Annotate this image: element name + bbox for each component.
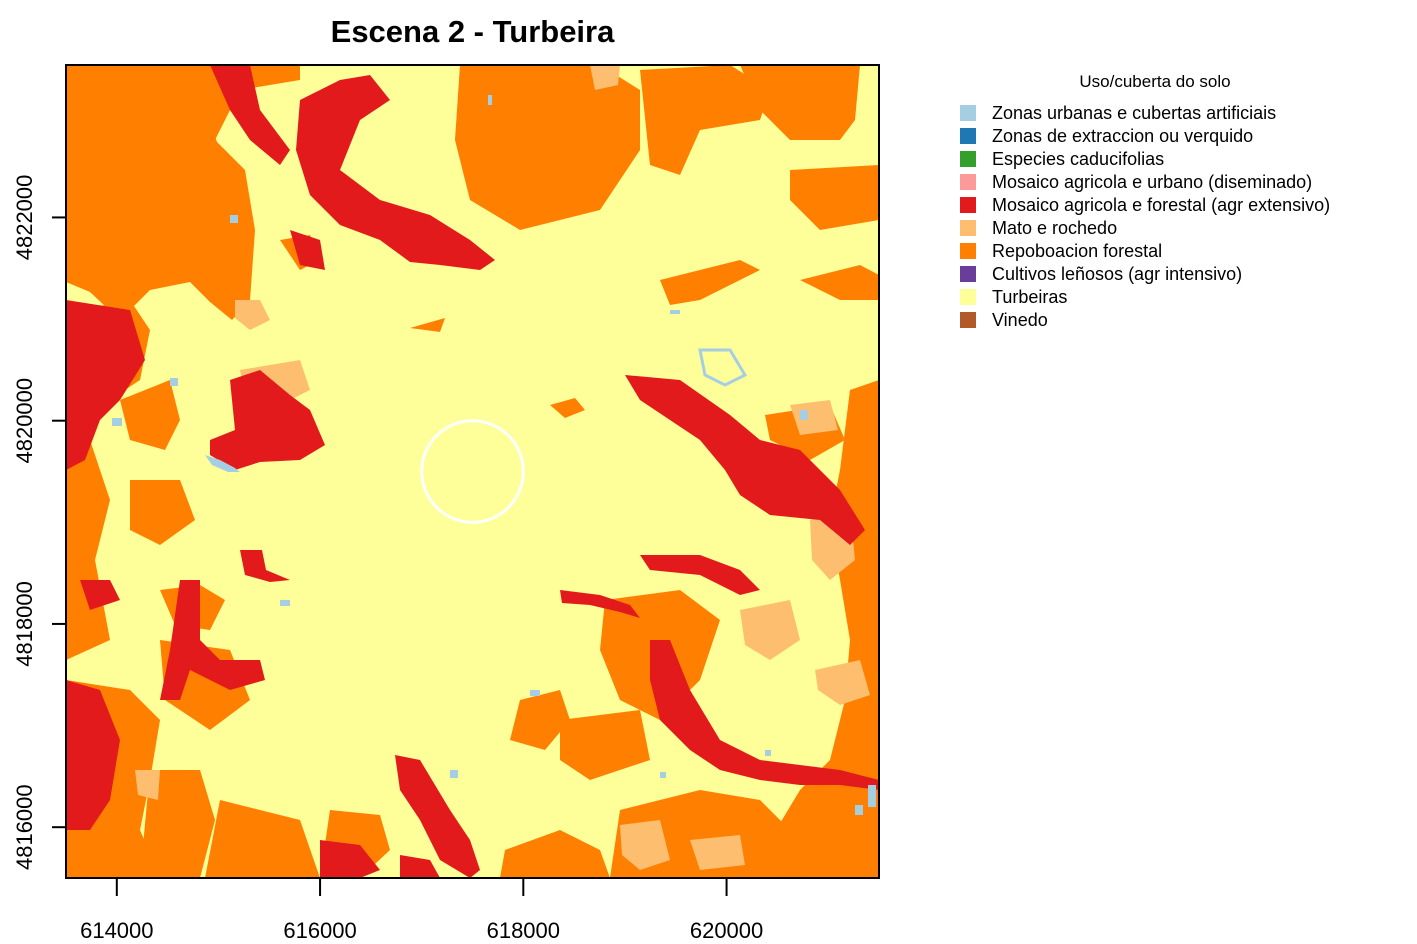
legend-swatch [960, 197, 976, 213]
target-circle-marker [420, 419, 525, 524]
y-tick-label: 4816000 [12, 784, 37, 870]
map-title: Escena 2 - Turbeira [330, 14, 615, 49]
y-tick-label: 4818000 [12, 581, 37, 667]
y-axis: 4816000 4818000 4820000 4822000 [12, 175, 66, 870]
legend-swatch [960, 128, 976, 144]
legend-label: Mosaico agricola e urbano (diseminado) [992, 171, 1313, 192]
legend-swatch [960, 312, 976, 328]
legend-title: Uso/cuberta do solo [1079, 72, 1231, 91]
legend-label: Zonas de extraccion ou verquido [992, 125, 1254, 146]
mosaico-agricola-forestal-areas [66, 65, 879, 878]
x-tick-label: 620000 [690, 918, 763, 943]
legend-label: Cultivos leñosos (agr intensivo) [992, 263, 1243, 284]
legend-label: Mosaico agricola e forestal (agr extensi… [992, 194, 1331, 215]
legend-swatch [960, 174, 976, 190]
legend-label: Vinedo [992, 309, 1048, 330]
legend-swatch [960, 220, 976, 236]
legend-item: Especies caducifolias [960, 149, 1164, 169]
legend-label: Zonas urbanas e cubertas artificiais [992, 102, 1277, 123]
legend-label: Especies caducifolias [992, 148, 1165, 169]
y-tick-label: 4822000 [12, 175, 37, 261]
legend-swatch [960, 289, 976, 305]
legend-item: Vinedo [960, 310, 1048, 330]
legend-label: Turbeiras [992, 286, 1068, 307]
legend-swatch [960, 266, 976, 282]
legend-swatch [960, 151, 976, 167]
y-tick-label: 4820000 [12, 378, 37, 464]
plot-frame [65, 64, 880, 879]
x-tick-label: 616000 [283, 918, 356, 943]
legend-label: Mato e rochedo [992, 217, 1118, 238]
legend-swatch [960, 243, 976, 259]
legend-item: Turbeiras [960, 287, 1067, 307]
x-axis: 614000 616000 618000 620000 [80, 878, 763, 943]
x-tick-label: 618000 [487, 918, 560, 943]
legend-item: Repoboacion forestal [960, 241, 1162, 261]
zonas-urbanas-areas [112, 95, 876, 815]
legend-item: Mosaico agricola e forestal (agr extensi… [960, 195, 1330, 215]
legend-swatch [960, 105, 976, 121]
legend-label: Repoboacion forestal [992, 240, 1163, 261]
x-tick-label: 614000 [80, 918, 153, 943]
legend-item: Mosaico agricola e urbano (diseminado) [960, 172, 1312, 192]
legend-item: Zonas de extraccion ou verquido [960, 126, 1253, 146]
legend-item: Zonas urbanas e cubertas artificiais [960, 103, 1276, 123]
legend-item: Mato e rochedo [960, 218, 1117, 238]
legend-item: Cultivos leñosos (agr intensivo) [960, 264, 1242, 284]
